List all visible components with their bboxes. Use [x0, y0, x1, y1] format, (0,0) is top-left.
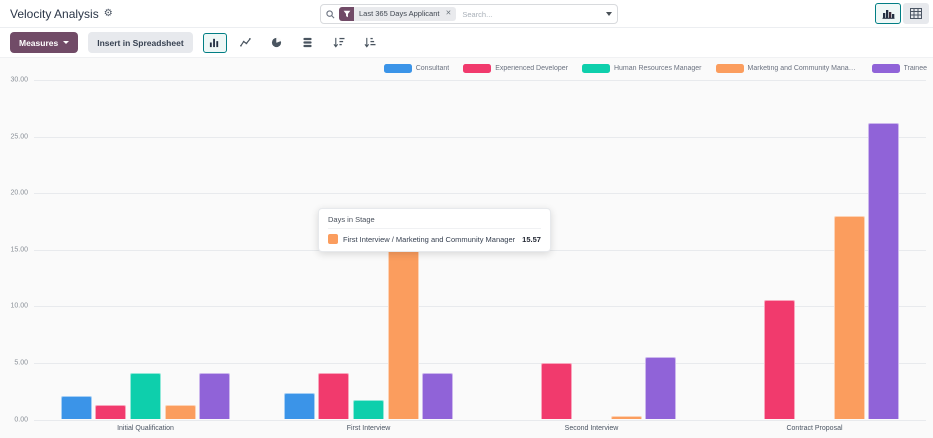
bar-chart-icon [210, 38, 219, 48]
pivot-view-icon [910, 8, 922, 19]
bar-human-resources-manager-2[interactable] [353, 400, 384, 420]
chart-legend: Consultant Experienced Developer Human Res… [370, 64, 927, 73]
y-axis-tick-label: 20.00 [10, 189, 28, 197]
y-axis-tick-label: 25.00 [10, 133, 28, 141]
legend-label: Trainee [903, 65, 927, 72]
sort-ascending-button[interactable] [358, 33, 382, 53]
search-bar[interactable]: Last 365 Days Applicant ✕ [320, 4, 618, 24]
bar-consultant-2[interactable] [283, 393, 315, 420]
sort-ascending-icon [364, 37, 376, 48]
legend-item[interactable]: Trainee [871, 64, 927, 73]
insert-spreadsheet-button[interactable]: Insert in Spreadsheet [88, 32, 193, 53]
bar-chart-type-button[interactable] [202, 32, 227, 53]
gridline [34, 419, 926, 421]
bar-chart-view-icon [882, 10, 894, 19]
legend-label: Human Resources Manager [613, 65, 702, 72]
tooltip-row: First Interview / Marketing and Communit… [328, 234, 541, 244]
bar-experienced-developer-1[interactable] [95, 404, 127, 420]
bar-marketing-and-community-manager-1[interactable] [164, 404, 196, 420]
x-axis-category-label: Second Interview [564, 424, 619, 432]
legend-item[interactable]: Marketing and Community Manager [715, 64, 858, 73]
y-axis-tick-label: 30.00 [10, 76, 28, 84]
tooltip-label: First Interview / Marketing and Communit… [343, 234, 516, 244]
gridline [34, 306, 926, 308]
legend-label: Experienced Developer [495, 65, 568, 72]
tooltip-swatch [328, 234, 338, 244]
y-axis-tick-label: 15.00 [10, 246, 28, 254]
bar-marketing-and-community-manager-4[interactable] [833, 215, 865, 420]
legend-swatch [463, 64, 492, 73]
chart-canvas: Consultant Experienced Developer Human Res… [0, 58, 933, 438]
tooltip: Days in Stage First Interview / Marketin… [318, 208, 551, 252]
facet-label: Last 365 Days Applicant [354, 7, 445, 21]
legend-swatch [581, 64, 610, 73]
bar-trainee-3[interactable] [645, 357, 677, 420]
chevron-down-icon [63, 41, 70, 44]
bar-experienced-developer-4[interactable] [764, 299, 796, 420]
search-input[interactable] [460, 8, 598, 20]
pie-chart-type-button[interactable] [265, 33, 289, 53]
sort-descending-button[interactable] [327, 33, 351, 53]
bar-experienced-developer-2[interactable] [318, 373, 350, 420]
bar-trainee-4[interactable] [868, 123, 900, 420]
bar-marketing-and-community-manager-3[interactable] [610, 416, 642, 420]
stacked-toggle-button[interactable] [296, 33, 320, 53]
facet-remove-icon[interactable]: ✕ [444, 7, 457, 21]
bar-experienced-developer-3[interactable] [541, 362, 573, 420]
bar-consultant-1[interactable] [60, 395, 92, 420]
page-title-wrap: Velocity Analysis ⚙ [0, 7, 113, 21]
legend-swatch [715, 64, 744, 73]
line-chart-type-button[interactable] [234, 33, 258, 53]
legend-label: Marketing and Community Manager [747, 65, 858, 72]
bar-human-resources-manager-1[interactable] [130, 373, 161, 420]
x-axis-category-label: Contract Proposal [786, 424, 843, 432]
gridline [34, 193, 926, 195]
toolbar: Measures Insert in Spreadsheet [0, 28, 933, 58]
gridline [34, 80, 926, 81]
y-axis-tick-label: 5.00 [14, 359, 28, 367]
chart-controls [202, 32, 382, 53]
pivot-view-button[interactable] [903, 3, 929, 24]
gear-icon[interactable]: ⚙ [103, 8, 113, 19]
gridline [34, 362, 926, 364]
bar-marketing-and-community-manager-2[interactable] [387, 243, 419, 420]
graph-view-button[interactable] [875, 3, 901, 24]
line-chart-icon [240, 38, 251, 47]
legend-item[interactable]: Human Resources Manager [581, 64, 702, 73]
y-axis-tick-label: 0.00 [14, 416, 28, 423]
tooltip-title: Days in Stage [328, 215, 541, 229]
legend-swatch [383, 64, 412, 73]
measures-label: Measures [19, 37, 59, 48]
sort-descending-icon [333, 37, 345, 48]
page-title: Velocity Analysis [10, 6, 99, 21]
view-switcher [875, 3, 929, 24]
bar-trainee-2[interactable] [422, 373, 454, 420]
filter-facet[interactable]: Last 365 Days Applicant ✕ [339, 7, 457, 21]
bar-trainee-1[interactable] [199, 373, 231, 420]
funnel-icon [339, 7, 354, 21]
measures-button[interactable]: Measures [10, 32, 79, 53]
search-icon [326, 9, 335, 18]
legend-item[interactable]: Consultant [383, 64, 450, 73]
stacked-icon [303, 37, 312, 48]
x-axis-category-label: First Interview [346, 424, 391, 432]
gridline [34, 136, 926, 138]
legend-swatch [871, 64, 900, 73]
search-expand-caret-icon[interactable] [606, 12, 612, 16]
pie-chart-icon [272, 37, 282, 48]
x-axis-category-label: Initial Qualification [117, 424, 174, 432]
insert-spreadsheet-label: Insert in Spreadsheet [97, 37, 184, 48]
legend-item[interactable]: Experienced Developer [463, 64, 568, 73]
control-panel-top: Velocity Analysis ⚙ Last 365 Days Applic… [0, 0, 933, 28]
y-axis-tick-label: 10.00 [10, 302, 28, 310]
tooltip-value: 15.57 [522, 234, 541, 244]
legend-label: Consultant [415, 65, 450, 72]
